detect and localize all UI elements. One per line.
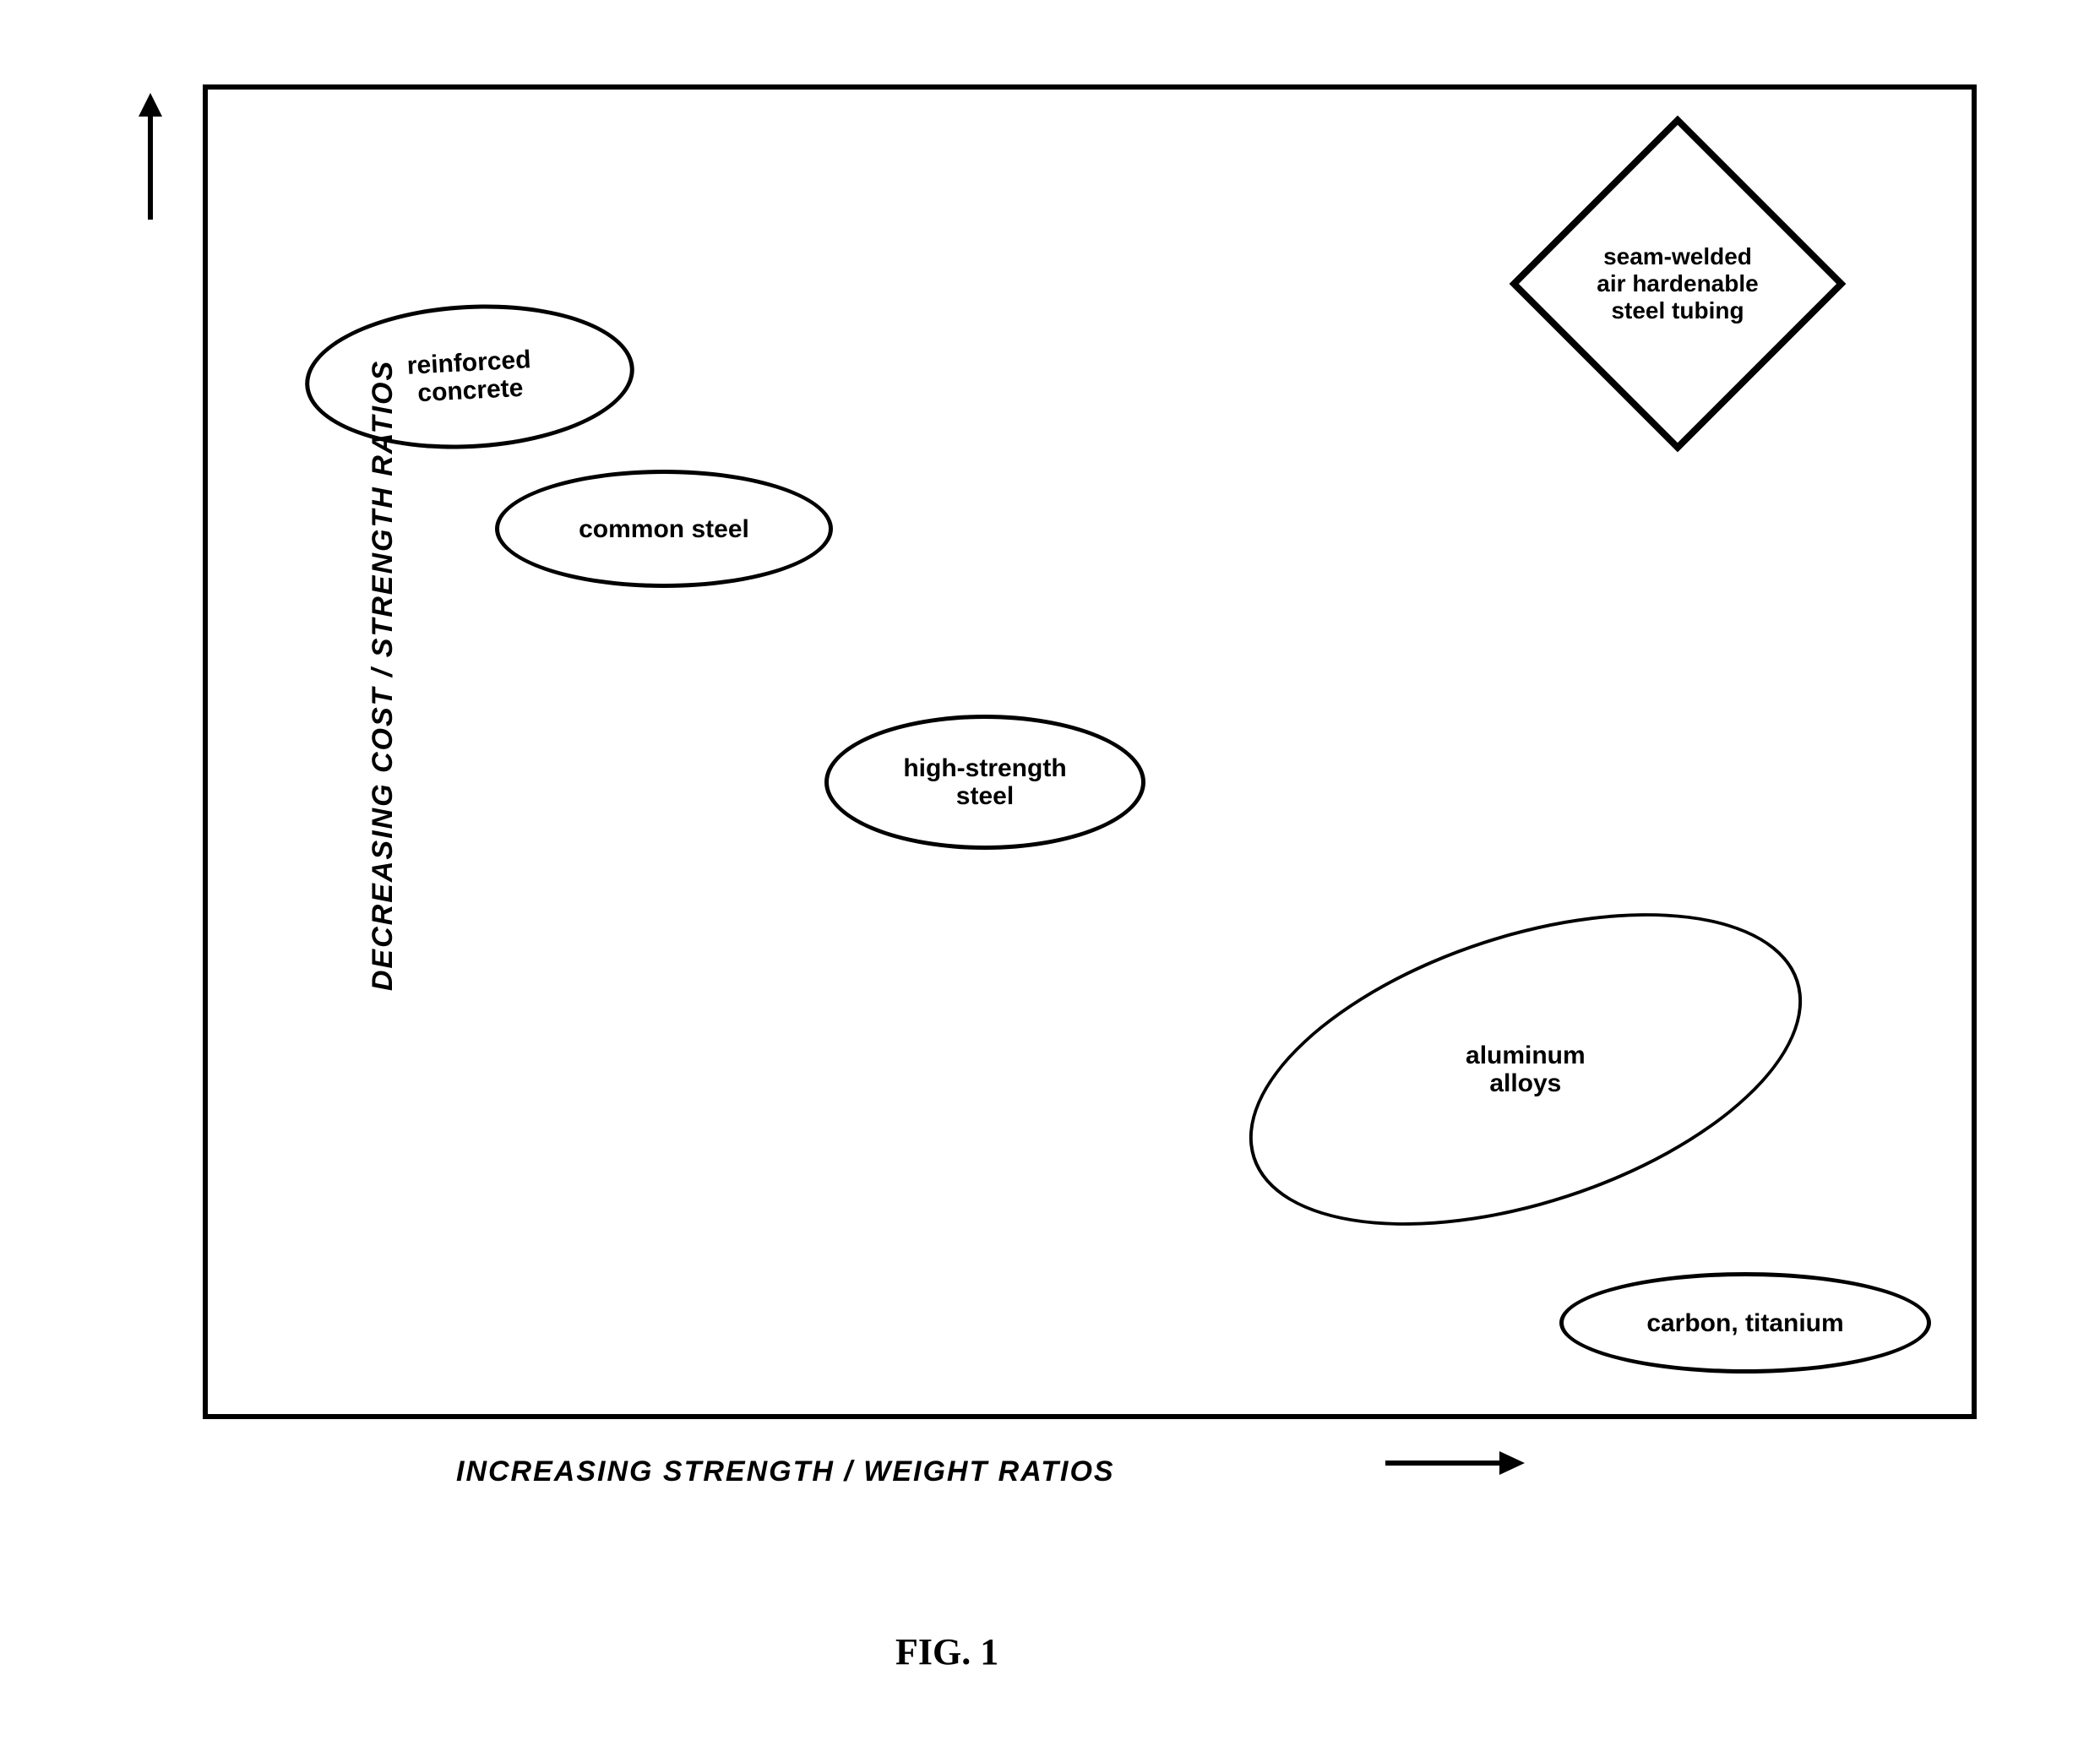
node-carbon-titanium: carbon, titanium (1559, 1272, 1931, 1374)
node-seam-welded-tubing: seam-welded air hardenable steel tubing (1509, 115, 1847, 453)
figure-caption: FIG. 1 (895, 1630, 998, 1673)
node-reinforced-concrete: reinforced concrete (302, 296, 638, 457)
node-label: seam-welded air hardenable steel tubing (1597, 243, 1758, 325)
node-label: common steel (579, 515, 749, 543)
node-high-strength-steel: high-strength steel (824, 715, 1145, 850)
node-aluminum-alloys: aluminum alloys (1210, 852, 1841, 1286)
node-label: high-strength steel (903, 754, 1066, 810)
x-axis-label: INCREASING STRENGTH / WEIGHT RATIOS (456, 1455, 1115, 1488)
y-axis-arrow-icon (133, 93, 167, 228)
node-label: reinforced concrete (406, 345, 533, 408)
plot-area: reinforced concrete common steel high-st… (203, 84, 1977, 1419)
x-axis-arrow-icon (1377, 1446, 1529, 1480)
node-label: carbon, titanium (1646, 1309, 1843, 1337)
node-label: aluminum alloys (1466, 1042, 1586, 1097)
figure-container: DECREASING COST / STRENGTH RATIOS reinfo… (101, 51, 2010, 1487)
x-axis-text: INCREASING STRENGTH / WEIGHT RATIOS (456, 1455, 1115, 1488)
node-common-steel: common steel (495, 470, 833, 588)
